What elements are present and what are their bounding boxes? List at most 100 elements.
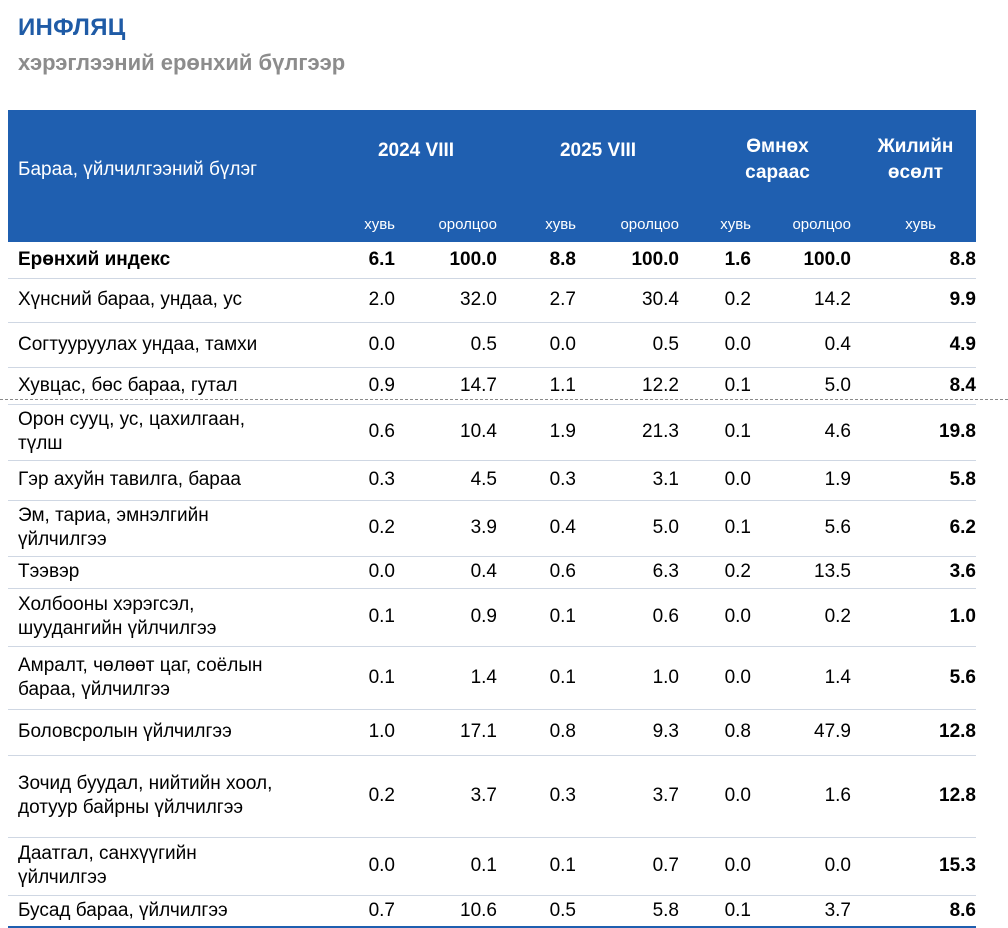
cell-weight-prev: 1.4	[761, 646, 861, 710]
table-row: Эм, тариа, эмнэлгийн үйлчилгээ 0.2 3.9 0…	[8, 500, 976, 557]
row-label: Амралт, чөлөөт цаг, соёлын бараа, үйлчил…	[8, 646, 325, 710]
cell-weight-2025: 30.4	[586, 278, 689, 323]
cell-weight-2024: 3.7	[405, 755, 507, 838]
cell-weight-prev: 0.4	[761, 322, 861, 368]
table-row: Даатгал, санхүүгийн үйлчилгээ 0.0 0.1 0.…	[8, 837, 976, 896]
table-row: Согтууруулах ундаа, тамхи 0.0 0.5 0.0 0.…	[8, 322, 976, 368]
cell-share-prev: 0.0	[689, 322, 761, 368]
category-column-header: Бараа, үйлчилгээний бүлэг	[18, 159, 258, 180]
cell-weight-2024: 0.1	[405, 837, 507, 896]
cell-annual-growth: 12.8	[861, 709, 976, 756]
cell-weight-2025: 21.3	[586, 404, 689, 461]
subheader-share-2025: хувь	[545, 215, 576, 233]
cell-weight-2024: 32.0	[405, 278, 507, 323]
cell-share-2024: 0.0	[325, 556, 405, 589]
cell-share-2025: 8.8	[507, 242, 586, 279]
row-label: Боловсролын үйлчилгээ	[8, 709, 325, 756]
table-row: Ерөнхий индекс 6.1 100.0 8.8 100.0 1.6 1…	[8, 242, 976, 279]
cell-share-2024: 1.0	[325, 709, 405, 756]
table-row: Холбооны хэрэгсэл, шуудангийн үйлчилгээ …	[8, 588, 976, 647]
cell-share-2025: 0.6	[507, 556, 586, 589]
cell-share-2025: 0.3	[507, 460, 586, 501]
cell-weight-2025: 5.8	[586, 895, 689, 928]
subheader-spacer	[8, 209, 325, 242]
table-row: Хувцас, бөс бараа, гутал 0.9 14.7 1.1 12…	[8, 367, 976, 405]
cell-weight-prev: 3.7	[761, 895, 861, 928]
cell-share-2025: 0.3	[507, 755, 586, 838]
cell-weight-prev: 0.0	[761, 837, 861, 896]
cell-share-2024: 2.0	[325, 278, 405, 323]
inflation-table: Бараа, үйлчилгээний бүлэг 2024 VIII 2025…	[8, 110, 976, 928]
cell-share-2024: 0.3	[325, 460, 405, 501]
cell-share-2025: 2.7	[507, 278, 586, 323]
cell-share-2024: 0.9	[325, 367, 405, 405]
cell-weight-2025: 0.7	[586, 837, 689, 896]
cell-weight-2024: 17.1	[405, 709, 507, 756]
cell-share-prev: 0.0	[689, 460, 761, 501]
cell-annual-growth: 9.9	[861, 278, 976, 323]
cell-annual-growth: 12.8	[861, 755, 976, 838]
page-subtitle: хэрэглээний ерөнхий бүлгээр	[18, 50, 346, 75]
cell-weight-prev: 0.2	[761, 588, 861, 647]
cell-weight-prev: 47.9	[761, 709, 861, 756]
cell-annual-growth: 8.6	[861, 895, 976, 928]
row-label: Согтууруулах ундаа, тамхи	[8, 322, 325, 368]
cell-share-prev: 0.0	[689, 837, 761, 896]
cell-share-prev: 0.1	[689, 500, 761, 557]
row-label: Хувцас, бөс бараа, гутал	[8, 367, 325, 405]
cell-weight-2025: 3.1	[586, 460, 689, 501]
cell-annual-growth: 8.4	[861, 367, 976, 405]
cell-weight-2025: 0.6	[586, 588, 689, 647]
cell-share-2025: 0.1	[507, 837, 586, 896]
cell-annual-growth: 4.9	[861, 322, 976, 368]
cell-weight-2024: 3.9	[405, 500, 507, 557]
cell-share-prev: 0.0	[689, 755, 761, 838]
cell-share-2024: 6.1	[325, 242, 405, 279]
table-row: Орон сууц, ус, цахилгаан, түлш 0.6 10.4 …	[8, 404, 976, 461]
cell-share-2024: 0.0	[325, 322, 405, 368]
page-title: ИНФЛЯЦ	[18, 14, 126, 41]
row-label: Тээвэр	[8, 556, 325, 589]
cell-annual-growth: 1.0	[861, 588, 976, 647]
cell-weight-2024: 0.4	[405, 556, 507, 589]
row-label: Гэр ахуйн тавилга, бараа	[8, 460, 325, 501]
cell-weight-prev: 14.2	[761, 278, 861, 323]
cell-share-2025: 0.1	[507, 588, 586, 647]
group-header-2025: 2025 VIII	[559, 140, 637, 161]
cell-annual-growth: 5.6	[861, 646, 976, 710]
cell-weight-2024: 0.9	[405, 588, 507, 647]
row-label: Хүнсний бараа, ундаа, ус	[8, 278, 325, 323]
table-row: Боловсролын үйлчилгээ 1.0 17.1 0.8 9.3 0…	[8, 709, 976, 756]
table-row: Гэр ахуйн тавилга, бараа 0.3 4.5 0.3 3.1…	[8, 460, 976, 501]
cell-weight-2024: 14.7	[405, 367, 507, 405]
cell-weight-2024: 100.0	[405, 242, 507, 279]
cell-weight-2025: 100.0	[586, 242, 689, 279]
cell-share-2024: 0.1	[325, 588, 405, 647]
group-header-prev-month: Өмнөх сараас	[745, 135, 810, 183]
cell-share-prev: 0.1	[689, 404, 761, 461]
table-row: Хүнсний бараа, ундаа, ус 2.0 32.0 2.7 30…	[8, 278, 976, 323]
cell-weight-2024: 4.5	[405, 460, 507, 501]
row-label: Зочид буудал, нийтийн хоол, дотуур байрн…	[8, 755, 325, 838]
cell-annual-growth: 8.8	[861, 242, 976, 279]
cell-share-prev: 0.2	[689, 556, 761, 589]
cell-weight-2024: 10.6	[405, 895, 507, 928]
cell-share-2025: 0.0	[507, 322, 586, 368]
cell-share-2024: 0.0	[325, 837, 405, 896]
cell-weight-2024: 10.4	[405, 404, 507, 461]
cell-share-2025: 0.8	[507, 709, 586, 756]
table-row: Амралт, чөлөөт цаг, соёлын бараа, үйлчил…	[8, 646, 976, 710]
cell-weight-prev: 1.6	[761, 755, 861, 838]
cell-share-2024: 0.6	[325, 404, 405, 461]
cell-weight-prev: 5.0	[761, 367, 861, 405]
row-label: Бусад бараа, үйлчилгээ	[8, 895, 325, 928]
cell-weight-2025: 12.2	[586, 367, 689, 405]
cell-weight-prev: 13.5	[761, 556, 861, 589]
cell-share-2024: 0.1	[325, 646, 405, 710]
cell-annual-growth: 5.8	[861, 460, 976, 501]
cell-annual-growth: 6.2	[861, 500, 976, 557]
dashed-guide-line	[0, 399, 1008, 400]
subheader-share-2024: хувь	[364, 215, 395, 233]
cell-share-prev: 0.8	[689, 709, 761, 756]
inflation-table-container: Бараа, үйлчилгээний бүлэг 2024 VIII 2025…	[8, 110, 976, 928]
